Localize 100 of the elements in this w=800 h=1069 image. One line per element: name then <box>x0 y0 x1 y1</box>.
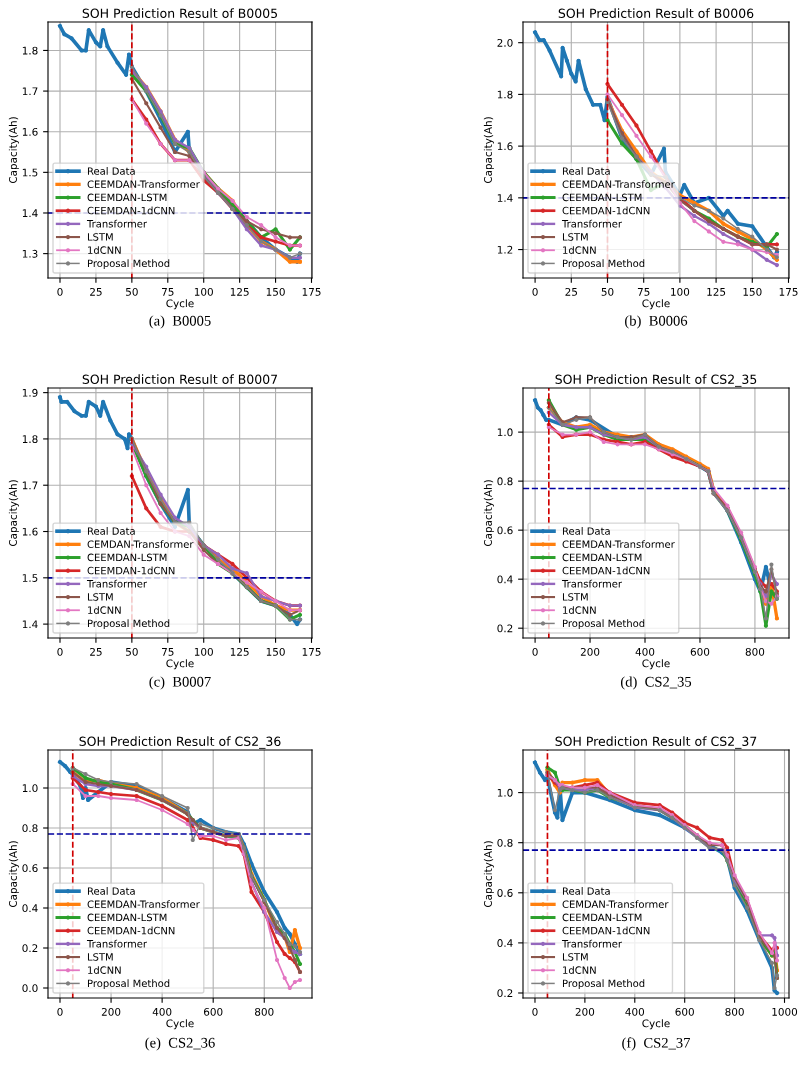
x-tick-label: 0 <box>57 287 63 296</box>
y-tick-label: 0.2 <box>497 624 513 633</box>
x-tick-label: 50 <box>126 647 138 656</box>
x-tick-label: 800 <box>725 1007 744 1016</box>
y-tick-label: 1.6 <box>22 127 38 136</box>
x-tick-label: 600 <box>690 647 710 656</box>
x-axis-title: Cycle <box>642 659 670 670</box>
chart-title: SOH Prediction Result of CS2_37 <box>555 736 757 749</box>
y-tick-label: 0.0 <box>22 984 38 993</box>
y-tick-label: 1.0 <box>22 784 38 793</box>
x-tick-label: 200 <box>575 1007 595 1016</box>
x-tick-label: 175 <box>779 288 798 296</box>
y-tick-label: 0.8 <box>22 824 38 833</box>
legend-label: Transformer <box>86 219 147 228</box>
legend-label: LSTM <box>562 233 588 241</box>
x-axis-title: Cycle <box>166 299 194 310</box>
y-tick-label: 1.8 <box>497 90 513 99</box>
y-tick-label: 0.8 <box>497 477 513 486</box>
y-tick-label: 0.8 <box>497 838 513 847</box>
legend-label: Transformer <box>86 579 147 588</box>
y-tick-label: 0.4 <box>497 575 513 584</box>
legend-label: Proposal Method <box>87 619 170 629</box>
y-tick-label: 0.2 <box>22 944 38 953</box>
x-tick-label: 150 <box>266 287 285 296</box>
x-tick-label: 25 <box>90 647 102 656</box>
legend-label: Proposal Method <box>562 259 645 269</box>
x-tick-label: 125 <box>230 647 249 656</box>
x-tick-label: 75 <box>637 288 650 296</box>
y-tick-label: 1.8 <box>22 46 38 55</box>
text: (d) CS2_35 <box>620 676 692 690</box>
legend-label: CEEMDAN-1dCNN <box>562 206 650 215</box>
chart-title: SOH Prediction Result of CS2_36 <box>79 736 281 749</box>
y-axis-title: Capacity(Ah) <box>8 841 19 908</box>
x-tick-label: 200 <box>101 1007 121 1016</box>
x-tick-label: 25 <box>565 287 578 296</box>
legend-label: Proposal Method <box>87 259 170 269</box>
legend-label: 1dCNN <box>88 606 121 614</box>
y-tick-label: 1.6 <box>497 142 513 151</box>
x-tick-label: 150 <box>266 647 285 656</box>
y-tick-label: 1.5 <box>22 168 38 177</box>
y-tick-label: 0.6 <box>497 526 513 535</box>
x-axis-title: Cycle <box>642 299 670 310</box>
legend-label: 1dCNN <box>563 246 596 254</box>
y-tick-label: 1.0 <box>497 788 513 797</box>
x-tick-label: 125 <box>707 287 726 296</box>
legend-label: CEEMDAN-Transformer <box>87 900 200 908</box>
x-tick-label: 200 <box>580 647 600 656</box>
x-tick-label: 0 <box>57 1007 63 1016</box>
y-axis-title: Capacity(Ah) <box>8 117 19 184</box>
legend-label: Proposal Method <box>562 979 645 989</box>
chart-title: SOH Prediction Result of B0007 <box>82 374 278 385</box>
y-tick-label: 2.0 <box>497 38 513 47</box>
legend-label: CEEMDAN-1dCNN <box>87 206 175 215</box>
legend-label: CEEMDAN-1dCNN <box>87 926 175 935</box>
legend-label: 1dCNN <box>563 606 596 614</box>
y-tick-label: 0.4 <box>497 939 513 947</box>
legend-label: CEEMDAN-LSTM <box>87 193 167 202</box>
y-tick-label: 0.2 <box>497 989 513 998</box>
y-tick-label: 1.2 <box>497 245 513 254</box>
x-tick-label: 25 <box>90 287 102 296</box>
legend-label: LSTM <box>87 233 113 241</box>
y-axis-title: Capacity(Ah) <box>483 480 494 547</box>
legend-label: CEMDAN-Transformer <box>562 900 669 908</box>
chart-title: SOH Prediction Result of B0006 <box>558 8 754 19</box>
y-tick-label: 1.4 <box>22 620 38 629</box>
x-tick-label: 600 <box>675 1007 694 1016</box>
legend-label: 1dCNN <box>88 246 121 254</box>
y-tick-label: 1.7 <box>22 87 38 96</box>
x-tick-label: 50 <box>601 287 614 296</box>
y-tick-label: 0.4 <box>22 904 38 913</box>
x-tick-label: 1000 <box>772 1007 798 1016</box>
legend-label: Real Data <box>562 527 610 535</box>
legend-label: Real Data <box>87 887 135 895</box>
y-tick-label: 1.9 <box>22 388 38 397</box>
x-tick-label: 0 <box>532 287 538 296</box>
legend-label: CEEMDAN-LSTM <box>87 553 167 562</box>
legend-label: LSTM <box>87 953 113 961</box>
legend-label: CEEMDAN-1dCNN <box>87 566 175 575</box>
y-axis-title: Capacity(Ah) <box>483 841 494 908</box>
legend-label: 1dCNN <box>563 966 596 974</box>
text: (c) B0007 <box>149 676 211 690</box>
legend-label: LSTM <box>562 953 588 961</box>
y-tick-label: 1.8 <box>22 435 38 444</box>
legend-label: LSTM <box>562 593 588 601</box>
y-tick-label: 1.0 <box>497 428 513 437</box>
legend-label: CEEMDAN-1dCNN <box>562 926 650 935</box>
legend-label: Real Data <box>87 167 135 175</box>
x-tick-label: 175 <box>302 288 321 296</box>
x-tick-label: 125 <box>230 287 249 296</box>
chart-title: SOH Prediction Result of B0005 <box>82 8 278 19</box>
x-tick-label: 400 <box>625 1007 645 1016</box>
x-tick-label: 400 <box>152 1007 172 1016</box>
y-tick-label: 1.3 <box>22 249 38 258</box>
x-tick-label: 150 <box>743 287 762 296</box>
legend-label: 1dCNN <box>88 966 121 974</box>
x-tick-label: 800 <box>255 1007 274 1016</box>
text: (b) B0006 <box>625 315 688 329</box>
legend-label: Transformer <box>86 939 147 948</box>
y-tick-label: 0.6 <box>22 864 38 873</box>
x-tick-label: 100 <box>194 287 213 296</box>
